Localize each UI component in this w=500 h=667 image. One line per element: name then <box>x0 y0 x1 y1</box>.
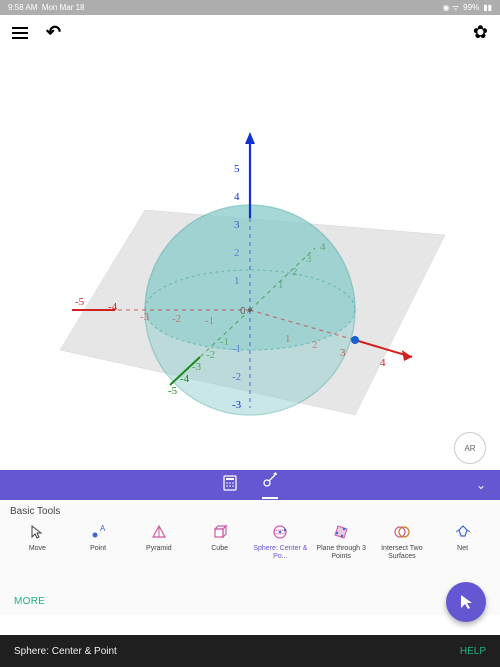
y-label-1: 1 <box>278 279 284 291</box>
tool-label: Plane through 3 Points <box>314 545 369 561</box>
y-label-n2: -2 <box>206 349 215 361</box>
tool-plane3[interactable]: Plane through 3 Points <box>314 523 369 561</box>
x-label-n3: -3 <box>140 311 150 323</box>
tools-header: Basic Tools <box>10 506 490 517</box>
y-label-n3: -3 <box>192 361 202 373</box>
y-label-4: 4 <box>320 241 326 253</box>
z-arrow <box>245 132 255 144</box>
tool-label: Point <box>90 545 106 561</box>
settings-button[interactable]: ✿ <box>473 22 488 43</box>
tool-label: Net <box>457 545 468 561</box>
x-label-3: 3 <box>340 347 346 359</box>
move-icon <box>28 523 46 541</box>
wifi-icon: ◉ ᯤ <box>443 2 460 13</box>
x-label-n5: -5 <box>75 296 85 308</box>
z-label-n2: -2 <box>232 371 241 383</box>
tools-icon[interactable] <box>262 472 278 499</box>
y-label-2: 2 <box>292 266 298 278</box>
status-right: ◉ ᯤ 99% ▮▮ <box>443 2 492 13</box>
x-label-4: 4 <box>380 357 386 369</box>
tool-label: Intersect Two Surfaces <box>375 545 430 561</box>
tool-sphere-cp[interactable]: Sphere: Center & Po... <box>253 523 308 561</box>
z-label-3: 3 <box>234 219 240 231</box>
tool-label: Pyramid <box>146 545 172 561</box>
menu-button[interactable] <box>12 27 28 39</box>
calculator-icon[interactable] <box>222 475 238 496</box>
tool-label: Cube <box>211 545 228 561</box>
origin-label: 0 <box>240 306 246 317</box>
footer-bar: Sphere: Center & Point HELP <box>0 635 500 667</box>
pyramid-icon <box>150 523 168 541</box>
sphere-cp-icon <box>271 523 289 541</box>
y-label-n4: -4 <box>180 373 190 385</box>
z-label-2: 2 <box>234 247 240 259</box>
status-time: 9:58 AM <box>8 3 37 12</box>
sphere-point[interactable] <box>351 336 359 344</box>
point-icon: A <box>89 523 107 541</box>
footer-status: Sphere: Center & Point <box>14 646 117 657</box>
more-button[interactable]: MORE <box>14 596 45 607</box>
intersect-icon <box>393 523 411 541</box>
tool-point[interactable]: A Point <box>71 523 126 561</box>
battery-pct: 99% <box>463 3 479 12</box>
y-label-3: 3 <box>306 253 312 265</box>
tool-intersect[interactable]: Intersect Two Surfaces <box>375 523 430 561</box>
tools-panel: Basic Tools Move A Point Pyramid Cube Sphere:… <box>0 500 500 588</box>
x-label-n2: -2 <box>172 313 181 325</box>
top-toolbar: ↶ ✿ <box>0 15 500 50</box>
x-label-1: 1 <box>285 333 291 345</box>
z-label-1: 1 <box>234 275 240 287</box>
collapse-button[interactable]: ⌄ <box>476 478 486 492</box>
x-arrow <box>402 350 412 361</box>
battery-icon: ▮▮ <box>483 3 492 12</box>
svg-text:A: A <box>100 524 106 533</box>
tool-move[interactable]: Move <box>10 523 65 561</box>
z-label-4: 4 <box>234 191 240 203</box>
x-label-n1: -1 <box>205 315 214 327</box>
tool-net[interactable]: Net <box>435 523 490 561</box>
3d-canvas[interactable]: -5 -4 -3 -2 -1 1 2 3 4 1 2 3 4 -1 -2 -3 … <box>0 50 500 470</box>
y-label-n5: -5 <box>168 385 178 397</box>
ar-button[interactable]: AR <box>454 432 486 464</box>
cursor-fab[interactable] <box>446 582 486 622</box>
z-label-n3: -3 <box>232 399 242 411</box>
y-label-n1: -1 <box>220 336 229 348</box>
status-date: Mon Mar 18 <box>42 3 85 12</box>
undo-button[interactable]: ↶ <box>46 22 61 43</box>
cube-icon <box>211 523 229 541</box>
net-icon <box>454 523 472 541</box>
x-label-n4: -4 <box>108 301 118 313</box>
x-label-2: 2 <box>312 339 318 351</box>
more-row: MORE <box>0 588 500 615</box>
tool-pyramid[interactable]: Pyramid <box>132 523 187 561</box>
z-label-5: 5 <box>234 163 240 175</box>
z-label-n1: -1 <box>232 343 241 355</box>
tools-row: Move A Point Pyramid Cube Sphere: Center & Po… <box>10 523 490 561</box>
origin-point[interactable] <box>248 308 252 312</box>
help-button[interactable]: HELP <box>460 646 486 657</box>
status-bar: 9:58 AM Mon Mar 18 ◉ ᯤ 99% ▮▮ <box>0 0 500 15</box>
tool-label: Move <box>29 545 46 561</box>
tool-label: Sphere: Center & Po... <box>253 545 308 561</box>
plane3-icon <box>332 523 350 541</box>
tool-cube[interactable]: Cube <box>192 523 247 561</box>
mode-bar: ⌄ <box>0 470 500 500</box>
